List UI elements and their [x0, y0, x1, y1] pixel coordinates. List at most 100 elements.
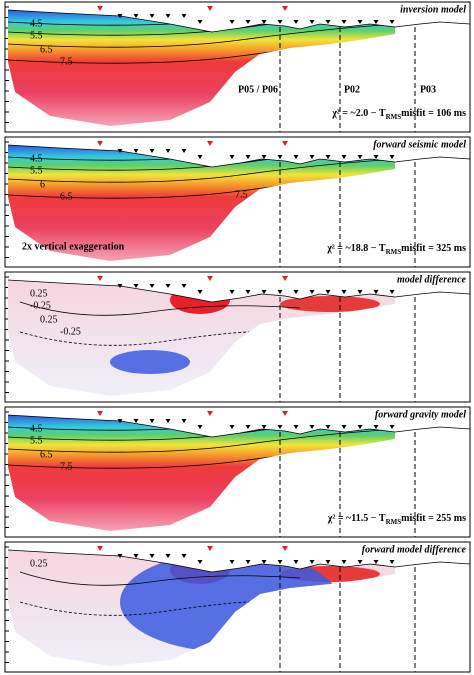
- contour-label: 4.5: [30, 153, 43, 164]
- station: [207, 546, 213, 551]
- panel-title: inversion model: [400, 4, 466, 15]
- station: [97, 276, 103, 281]
- station: [261, 425, 267, 429]
- station: [149, 149, 155, 153]
- misfit: χ² = ~2.0 − TRMSmisfit = 106 ms: [331, 108, 466, 120]
- profile-label: P02: [344, 84, 360, 95]
- station: [181, 284, 187, 288]
- contour-label: -0.25: [60, 326, 81, 337]
- station: [197, 20, 203, 24]
- station: [197, 560, 203, 564]
- station: [357, 425, 363, 429]
- station: [357, 20, 363, 24]
- station: [181, 419, 187, 423]
- station: [373, 560, 379, 564]
- station: [282, 411, 288, 416]
- station: [133, 419, 139, 423]
- station: [165, 419, 171, 423]
- contour-label: 7.5: [60, 56, 73, 67]
- contour-label: 5.5: [30, 165, 43, 176]
- station: [197, 155, 203, 159]
- misfit-post: misfit = 106 ms: [401, 108, 466, 119]
- station: [117, 419, 123, 423]
- contour: [8, 23, 395, 48]
- contour-label: 0.25: [40, 314, 58, 325]
- panel-frame: [4, 271, 471, 403]
- station: [357, 290, 363, 294]
- station: [277, 425, 283, 429]
- station: [165, 554, 171, 558]
- station: [357, 155, 363, 159]
- station: [282, 141, 288, 146]
- station: [165, 14, 171, 18]
- station: [181, 149, 187, 153]
- station: [117, 14, 123, 18]
- contour-label: 6: [40, 179, 45, 190]
- station: [325, 560, 331, 564]
- station: [309, 425, 315, 429]
- station: [373, 20, 379, 24]
- station: [325, 290, 331, 294]
- station: [165, 284, 171, 288]
- station: [373, 425, 379, 429]
- station: [293, 155, 299, 159]
- station: [277, 290, 283, 294]
- station: [229, 290, 235, 294]
- misfit-sub: RMS: [386, 518, 402, 526]
- station: [389, 425, 395, 429]
- panel-title: model difference: [397, 274, 467, 285]
- station: [325, 155, 331, 159]
- panel: inversion model 4.55.5 6.5 7.5 P05 / P06 P02 P…: [4, 1, 471, 133]
- station: [181, 554, 187, 558]
- station: [97, 546, 103, 551]
- contour-label: 0.25: [30, 288, 48, 299]
- station: [282, 6, 288, 11]
- station: [229, 560, 235, 564]
- station: [207, 141, 213, 146]
- station: [207, 6, 213, 11]
- station: [309, 560, 315, 564]
- misfit-pre: χ² = ~2.0 − T: [331, 108, 386, 119]
- panel-frame: [4, 136, 471, 268]
- contour-label: 6.5: [40, 449, 53, 460]
- station: [133, 14, 139, 18]
- misfit-post: misfit = 325 ms: [401, 243, 466, 254]
- panel-frame: [4, 1, 471, 133]
- station: [341, 560, 347, 564]
- station: [357, 560, 363, 564]
- topography: [7, 144, 471, 168]
- station: [277, 560, 283, 564]
- panel: forward seismic model 4.55.5 6 6.5 7.5 2x ver…: [4, 136, 471, 268]
- station: [293, 425, 299, 429]
- station: [389, 20, 395, 24]
- station: [373, 155, 379, 159]
- contour-label: 5.5: [30, 435, 43, 446]
- station: [325, 20, 331, 24]
- positive-anomaly: [280, 296, 380, 312]
- profile-label: P03: [420, 84, 436, 95]
- station: [309, 290, 315, 294]
- topography: [7, 414, 471, 438]
- negative-anomaly: [110, 350, 190, 374]
- station: [97, 411, 103, 416]
- station: [309, 155, 315, 159]
- station: [277, 155, 283, 159]
- station: [97, 141, 103, 146]
- station: [245, 425, 251, 429]
- contour: [8, 428, 395, 453]
- station: [197, 425, 203, 429]
- contour-label: 4.5: [30, 423, 43, 434]
- station: [309, 20, 315, 24]
- station: [149, 284, 155, 288]
- contour-label: 4.5: [30, 18, 43, 29]
- contour: [19, 331, 251, 346]
- station: [149, 419, 155, 423]
- station: [245, 20, 251, 24]
- station: [229, 425, 235, 429]
- station: [133, 554, 139, 558]
- station: [133, 149, 139, 153]
- panel: forward gravity model 4.55.5 6.5 7.5 χ² = ~1…: [4, 406, 471, 538]
- station: [293, 560, 299, 564]
- model-body: [8, 550, 395, 666]
